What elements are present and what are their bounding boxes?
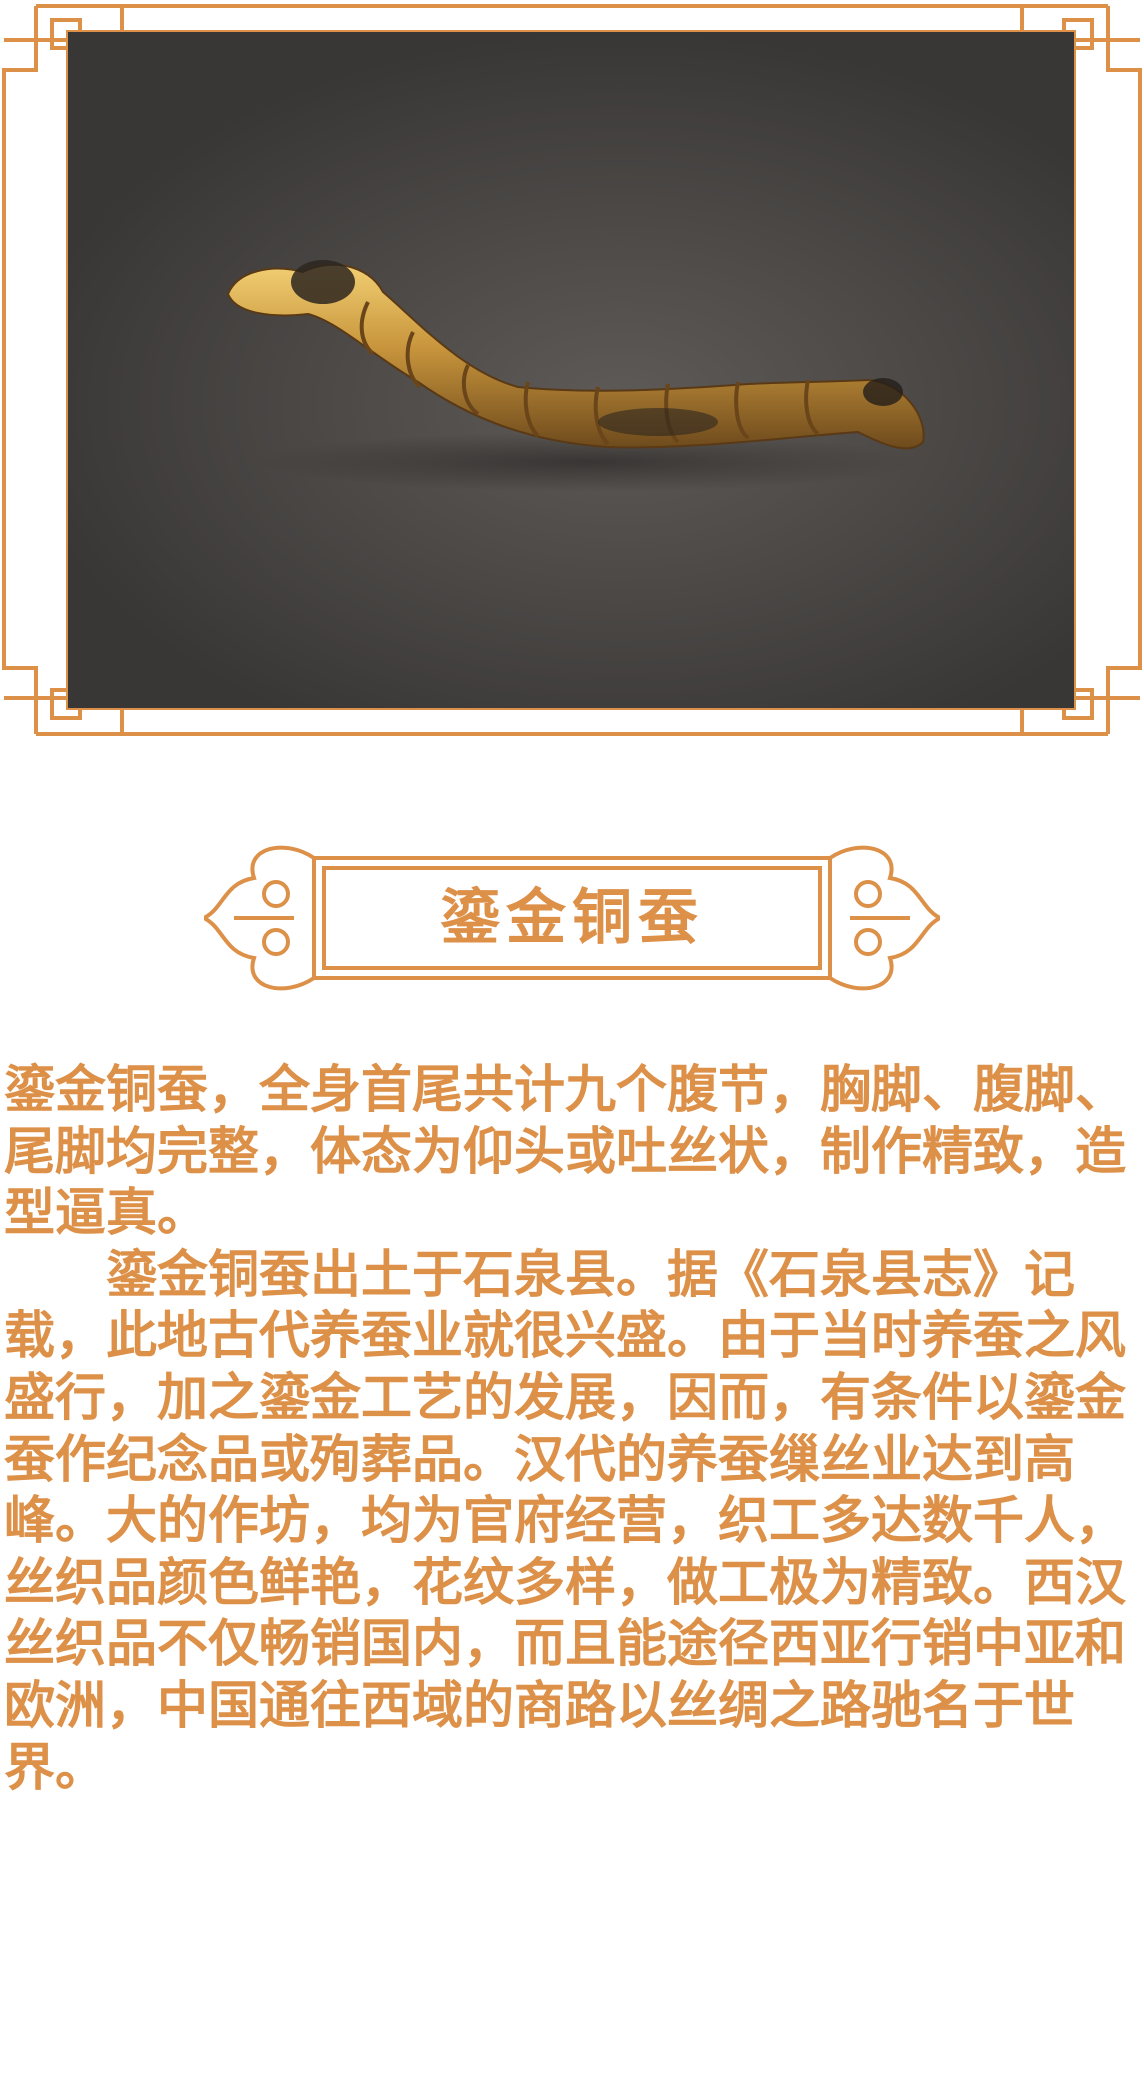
gilt-bronze-silkworm-photo [68,32,1074,708]
description-text: 鎏金铜蚕，全身首尾共计九个腹节，胸脚、腹脚、尾脚均完整，体态为仰头或吐丝状，制作… [4,1060,1142,1799]
artifact-title: 鎏金铜蚕 [440,883,704,953]
silkworm-illustration [226,260,925,492]
paragraph-2: 鎏金铜蚕出土于石泉县。据《石泉县志》记载，此地古代养蚕业就很兴盛。由于当时养蚕之… [4,1245,1127,1798]
title-banner [204,845,940,991]
paragraph-1: 鎏金铜蚕，全身首尾共计九个腹节，胸脚、腹脚、尾脚均完整，体态为仰头或吐丝状，制作… [4,1061,1127,1244]
